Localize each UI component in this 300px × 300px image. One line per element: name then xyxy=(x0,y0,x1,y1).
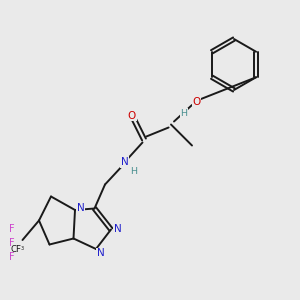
Text: F: F xyxy=(9,224,14,235)
Text: N: N xyxy=(97,248,104,259)
Text: N: N xyxy=(114,224,122,235)
Text: $_3$: $_3$ xyxy=(20,245,25,253)
Text: O: O xyxy=(192,97,201,107)
Text: H: H xyxy=(180,109,187,118)
Text: F: F xyxy=(9,251,14,262)
Text: CF: CF xyxy=(10,244,21,253)
Text: O: O xyxy=(128,110,136,121)
Text: H: H xyxy=(130,167,137,176)
Text: N: N xyxy=(121,157,128,167)
Text: F: F xyxy=(9,238,14,248)
Text: N: N xyxy=(76,202,84,213)
